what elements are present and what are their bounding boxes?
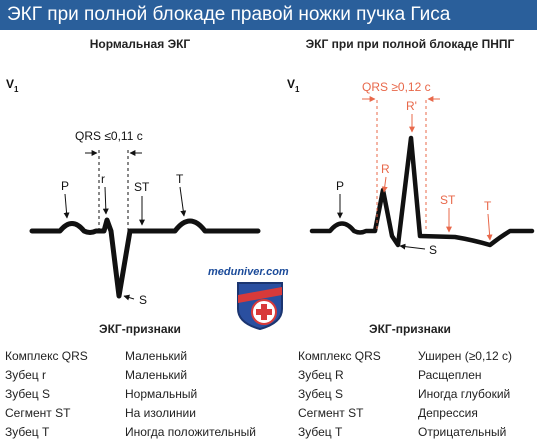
- site-logo-text[interactable]: meduniver.com: [208, 266, 289, 278]
- normal-signs-table: Комплекс QRS Маленький Зубец r Маленький З…: [5, 346, 256, 441]
- sign-name: Зубец T: [5, 424, 50, 439]
- lead-subscript: 1: [295, 85, 300, 94]
- table-row: Зубец S Иногда глубокий: [298, 384, 512, 403]
- r-wave-arrow: [102, 186, 109, 215]
- sign-name: Зубец r: [5, 367, 46, 382]
- rbbb-ecg-panel: V 1 QRS ≥0,12 с P R R' ST T S: [287, 77, 535, 257]
- lead-subscript: 1: [14, 85, 19, 94]
- sign-value: Расщеплен: [418, 367, 482, 382]
- sign-value: Уширен (≥0,12 с): [418, 348, 512, 363]
- t-wave-arrow: [486, 213, 493, 241]
- normal-ecg-panel: V 1 QRS ≤0,11 с P r ST T S: [6, 77, 261, 307]
- sign-name: Зубец T: [298, 424, 343, 439]
- table-row: Зубец S Нормальный: [5, 384, 256, 403]
- sign-value: Маленький: [125, 367, 188, 382]
- table-row: Зубец R Расщеплен: [298, 365, 512, 384]
- s-wave-label: S: [139, 293, 147, 307]
- sign-value: На изолинии: [125, 405, 196, 420]
- sign-name: Зубец S: [5, 386, 51, 401]
- rbbb-signs-table: Комплекс QRS Уширен (≥0,12 с) Зубец R Расщ…: [298, 346, 512, 441]
- table-row: Комплекс QRS Уширен (≥0,12 с): [298, 346, 512, 365]
- sign-value: Депрессия: [418, 405, 478, 420]
- t-wave-arrow: [179, 186, 187, 217]
- p-wave-label: P: [336, 179, 344, 193]
- r-prime-label: R': [406, 99, 417, 113]
- table-row: Сегмент ST Депрессия: [298, 403, 512, 422]
- table-row: Сегмент ST На изолинии: [5, 403, 256, 422]
- sign-value: Иногда глубокий: [418, 386, 511, 401]
- rbbb-ecg-trace: [309, 135, 535, 248]
- s-wave-arrow: [399, 243, 426, 250]
- normal-ecg-trace: [29, 217, 261, 299]
- medical-cross-shield-icon: [237, 282, 283, 331]
- sign-value: Иногда положительный: [125, 424, 256, 439]
- r-wave-label: R: [381, 162, 390, 176]
- st-segment-label: ST: [134, 180, 150, 194]
- sign-name: Сегмент ST: [5, 405, 71, 420]
- lead-label: V: [287, 77, 295, 91]
- ecg-diagram: V 1 QRS ≤0,11 с P r ST T S V 1 QRS ≥0,12…: [6, 77, 535, 307]
- sign-value: Отрицательный: [418, 424, 507, 439]
- table-row: Комплекс QRS Маленький: [5, 346, 256, 365]
- rbbb-ecg-title: ЭКГ при при полной блокаде ПНПГ: [305, 37, 515, 51]
- st-segment-label: ST: [440, 193, 456, 207]
- normal-ecg-title: Нормальная ЭКГ: [89, 37, 191, 51]
- p-wave-arrow: [63, 193, 70, 219]
- sign-name: Комплекс QRS: [5, 348, 88, 363]
- sign-name: Комплекс QRS: [298, 348, 381, 363]
- lead-label: V: [6, 77, 14, 91]
- table-row: Зубец r Маленький: [5, 365, 256, 384]
- t-wave-label: T: [176, 172, 184, 186]
- s-wave-label: S: [429, 243, 437, 257]
- sign-value: Нормальный: [125, 386, 198, 401]
- sign-name: Зубец R: [298, 367, 344, 382]
- r-wave-arrow: [381, 176, 388, 193]
- r-wave-label: r: [101, 172, 105, 186]
- sign-name: Сегмент ST: [298, 405, 364, 420]
- s-wave-arrow: [123, 294, 135, 301]
- qrs-duration-label: QRS ≤0,11 с: [75, 129, 143, 143]
- sign-name: Зубец S: [298, 386, 344, 401]
- left-signs-title: ЭКГ-признаки: [99, 322, 181, 336]
- table-row: Зубец T Иногда положительный: [5, 422, 256, 441]
- sign-value: Маленький: [125, 348, 188, 363]
- right-signs-title: ЭКГ-признаки: [369, 322, 451, 336]
- t-wave-label: T: [484, 199, 492, 213]
- page-title: ЭКГ при полной блокаде правой ножки пучк…: [0, 0, 537, 30]
- p-wave-label: P: [61, 179, 69, 193]
- qrs-duration-label: QRS ≥0,12 с: [362, 80, 431, 94]
- table-row: Зубец T Отрицательный: [298, 422, 512, 441]
